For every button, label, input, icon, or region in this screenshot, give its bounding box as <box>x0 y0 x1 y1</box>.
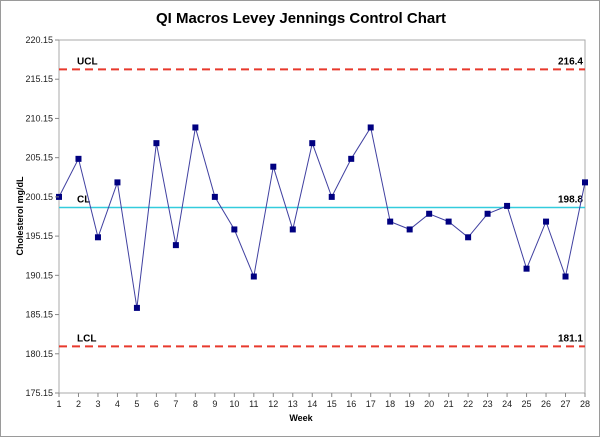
x-tick-label: 21 <box>444 399 454 409</box>
y-tick-label: 180.15 <box>25 349 53 359</box>
y-tick-label: 195.15 <box>25 231 53 241</box>
data-point <box>406 226 413 233</box>
x-tick-label: 14 <box>307 399 317 409</box>
lcl-value: 181.1 <box>558 333 583 344</box>
data-point <box>231 226 238 233</box>
data-point <box>523 265 530 272</box>
x-tick-label: 20 <box>424 399 434 409</box>
x-tick-label: 1 <box>56 399 61 409</box>
data-point <box>114 179 121 186</box>
data-point <box>309 140 316 147</box>
x-tick-label: 15 <box>327 399 337 409</box>
chart-title: QI Macros Levey Jennings Control Chart <box>156 10 446 27</box>
x-tick-label: 5 <box>134 399 139 409</box>
data-point <box>387 218 394 225</box>
y-tick-label: 185.15 <box>25 310 53 320</box>
data-point <box>211 193 218 200</box>
data-point <box>94 234 101 241</box>
data-point <box>367 124 374 131</box>
x-tick-label: 4 <box>115 399 120 409</box>
y-axis-ticks: 175.15 180.15 185.15 190.15 195.15 200.15 205.… <box>25 35 59 398</box>
data-point <box>562 273 569 280</box>
x-tick-label: 6 <box>154 399 159 409</box>
data-point <box>465 234 472 241</box>
x-tick-label: 8 <box>193 399 198 409</box>
ucl-value: 216.4 <box>558 56 583 67</box>
control-limits: UCL 216.4 CL 198.8 LCL 181.1 <box>59 56 585 348</box>
y-tick-label: 200.15 <box>25 192 53 202</box>
series-line <box>58 126 586 308</box>
x-tick-label: 22 <box>463 399 473 409</box>
x-tick-label: 10 <box>229 399 239 409</box>
data-point <box>270 163 277 170</box>
data-point <box>153 140 160 147</box>
x-tick-label: 17 <box>366 399 376 409</box>
y-axis-label: Cholesterol mg/dL <box>15 176 25 256</box>
lcl-label: LCL <box>77 333 96 344</box>
data-point <box>192 124 199 131</box>
series-polyline <box>58 126 586 308</box>
x-tick-label: 16 <box>346 399 356 409</box>
data-points <box>56 124 588 311</box>
y-tick-label: 220.15 <box>25 35 53 45</box>
data-point <box>582 179 588 186</box>
x-axis-label: Week <box>289 413 313 423</box>
cl-label: CL <box>77 194 90 205</box>
x-tick-label: 28 <box>580 399 590 409</box>
x-tick-label: 9 <box>212 399 217 409</box>
x-axis-ticks: 1 2 3 4 5 6 7 8 9 10 11 12 13 14 15 16 17 18 19 20 21 22 23 24 2… <box>56 393 590 409</box>
data-point <box>75 155 82 162</box>
data-point <box>426 210 433 217</box>
data-point <box>289 226 296 233</box>
data-point <box>348 155 355 162</box>
x-tick-label: 3 <box>95 399 100 409</box>
data-point <box>250 273 257 280</box>
x-tick-label: 27 <box>561 399 571 409</box>
x-tick-label: 13 <box>288 399 298 409</box>
x-tick-label: 7 <box>173 399 178 409</box>
data-point <box>484 210 491 217</box>
x-tick-label: 11 <box>249 399 258 409</box>
y-tick-label: 190.15 <box>25 270 53 280</box>
y-tick-label: 175.15 <box>25 388 53 398</box>
x-tick-label: 24 <box>502 399 512 409</box>
plot-area <box>58 39 586 394</box>
data-point <box>328 193 335 200</box>
y-tick-label: 205.15 <box>25 153 53 163</box>
data-point <box>504 202 511 209</box>
cl-value: 198.8 <box>558 194 583 205</box>
x-tick-label: 12 <box>268 399 278 409</box>
y-tick-label: 215.15 <box>25 74 53 84</box>
x-tick-label: 25 <box>522 399 532 409</box>
x-tick-label: 26 <box>541 399 551 409</box>
data-point <box>445 218 452 225</box>
data-point <box>133 304 140 311</box>
ucl-label: UCL <box>77 56 98 67</box>
data-point <box>172 242 179 249</box>
x-tick-label: 19 <box>405 399 415 409</box>
x-tick-label: 23 <box>483 399 493 409</box>
y-tick-label: 210.15 <box>25 113 53 123</box>
x-tick-label: 2 <box>76 399 81 409</box>
x-tick-label: 18 <box>385 399 395 409</box>
data-point <box>543 218 550 225</box>
